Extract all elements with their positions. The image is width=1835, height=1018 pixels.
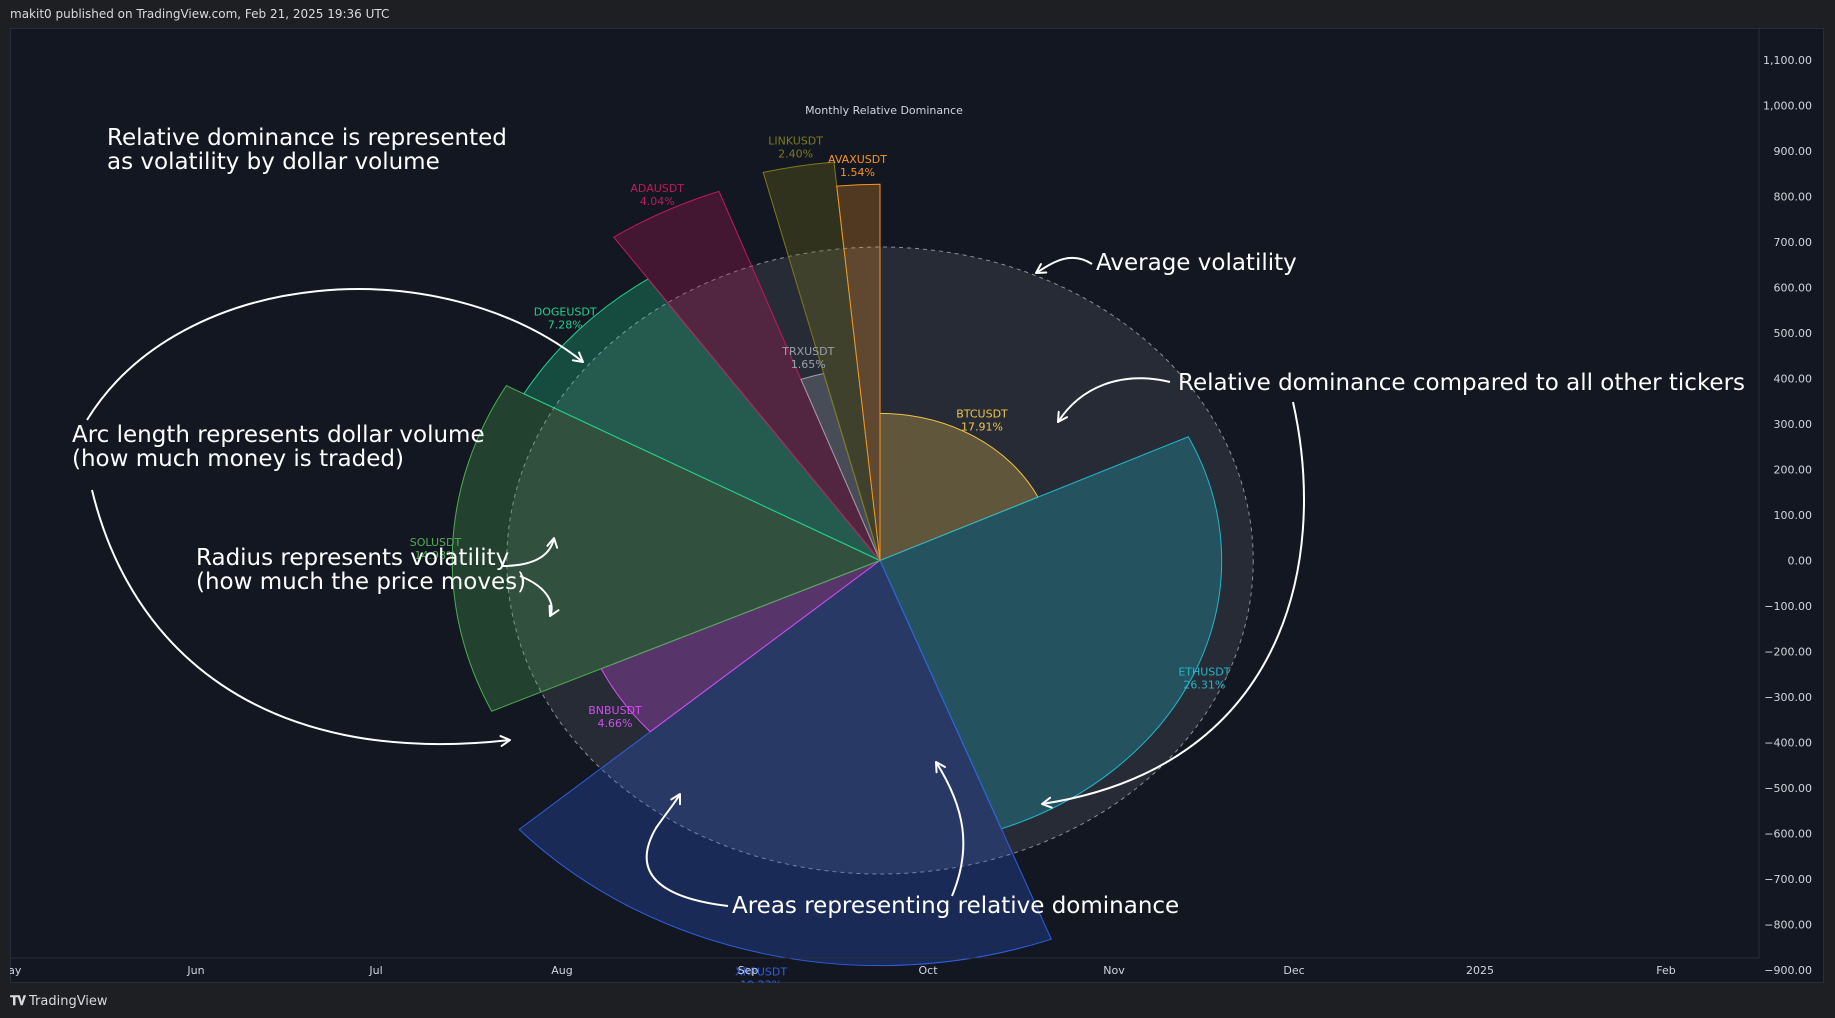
y-tick-label: 900.00 [1774, 145, 1813, 158]
y-tick-label: 800.00 [1774, 191, 1813, 204]
y-tick-label: 0.00 [1788, 555, 1813, 568]
slice-solusdt[interactable] [451, 384, 882, 712]
arrow-compared-to-btc [1057, 377, 1171, 423]
x-tick-label: Sep [738, 964, 759, 977]
slice-label-linkusdt: LINKUSDT [768, 134, 823, 147]
y-tick-label: −200.00 [1764, 646, 1812, 659]
slice-percent-linkusdt: 2.40% [778, 147, 813, 160]
arrow-compared-to-eth [1041, 401, 1305, 809]
slice-percent-avaxusdt: 1.54% [840, 166, 875, 179]
slice-label-dogeusdt: DOGEUSDT [534, 306, 597, 319]
arrow-average-volatility [1035, 256, 1093, 274]
arrow-arc-length-bottom [91, 489, 511, 747]
y-tick-label: −300.00 [1764, 691, 1812, 704]
x-tick-label: Dec [1283, 964, 1304, 977]
y-tick-label: −100.00 [1764, 600, 1812, 613]
brand-label: TradingView [29, 994, 108, 1009]
slice-label-bnbusdt: BNBUSDT [588, 704, 642, 717]
slice-linkusdt[interactable] [762, 161, 881, 561]
x-axis[interactable]: May Jun Jul Aug Sep Oct Nov Dec 2025 Feb [10, 964, 1676, 977]
y-tick-label: −400.00 [1764, 737, 1812, 750]
slice-dogeusdt[interactable] [523, 278, 881, 561]
x-tick-label: Jun [186, 964, 204, 977]
footer-bar: 𝐓𝐕 TradingView [0, 983, 1835, 1018]
publish-info: makit0 published on TradingView.com, Feb… [10, 7, 390, 21]
slice-percent-ethusdt: 26.31% [1183, 678, 1225, 691]
x-tick-label: Aug [551, 964, 572, 977]
y-tick-label: −500.00 [1764, 782, 1812, 795]
tradingview-brand[interactable]: 𝐓𝐕 TradingView [10, 994, 108, 1009]
annotation-radius-line-1: Radius represents volatility [196, 545, 509, 571]
y-tick-label: 200.00 [1774, 464, 1813, 477]
slice-adausdt[interactable] [613, 190, 881, 561]
slice-label-solusdt: SOLUSDT [410, 536, 462, 549]
slice-percent-trxusdt: 1.65% [791, 358, 826, 371]
slice-label-trxusdt: TRXUSDT [781, 345, 834, 358]
arrow-radius-bnb [519, 575, 560, 617]
x-tick-label: 2025 [1466, 964, 1494, 977]
annotation-arc-length-line-2: (how much money is traded) [72, 446, 404, 472]
x-tick-label: Jul [368, 964, 382, 977]
arrow-arc-length-top [86, 288, 584, 421]
slice-xrpusdt[interactable] [518, 559, 1052, 967]
y-tick-label: 100.00 [1774, 509, 1813, 522]
arrow-radius-avg [501, 537, 559, 567]
annotation-areas: Areas representing relative dominance [732, 893, 1179, 919]
slice-percent-adausdt: 4.04% [640, 195, 675, 208]
x-tick-label: Feb [1656, 964, 1675, 977]
chart-title: Monthly Relative Dominance [805, 104, 963, 117]
slice-percent-bnbusdt: 4.66% [598, 717, 633, 730]
arrow-areas-xrp [645, 793, 729, 907]
x-tick-label: Nov [1103, 964, 1125, 977]
x-tick-label: Oct [918, 964, 938, 977]
slice-percent-dogeusdt: 7.28% [548, 319, 583, 332]
annotation-arc-length-line-1: Arc length represents dollar volume [72, 422, 485, 448]
slice-label-avaxusdt: AVAXUSDT [828, 153, 887, 166]
y-tick-label: 1,000.00 [1763, 100, 1812, 113]
publish-info-bar: makit0 published on TradingView.com, Feb… [0, 0, 1835, 28]
y-tick-label: −800.00 [1764, 919, 1812, 932]
y-tick-label: 600.00 [1774, 282, 1813, 295]
slice-percent-solusdt: 14.98% [415, 549, 457, 562]
arrow-areas-eth [935, 761, 965, 897]
y-tick-label: −600.00 [1764, 828, 1812, 841]
y-tick-label: 300.00 [1774, 418, 1813, 431]
slice-percent-btcusdt: 17.91% [961, 421, 1003, 434]
y-tick-label: −900.00 [1764, 964, 1812, 977]
y-tick-label: −700.00 [1764, 873, 1812, 886]
annotation-radius-line-2: (how much the price moves) [196, 569, 526, 595]
y-tick-label: 500.00 [1774, 327, 1813, 340]
annotation-average-volatility: Average volatility [1096, 250, 1297, 276]
slice-label-btcusdt: BTCUSDT [956, 408, 1008, 421]
slice-ethusdt[interactable] [879, 436, 1223, 830]
tradingview-logo-icon: 𝐓𝐕 [10, 994, 26, 1009]
slice-btcusdt[interactable] [879, 412, 1039, 562]
y-tick-label: 400.00 [1774, 373, 1813, 386]
y-tick-label: 700.00 [1774, 236, 1813, 249]
slice-label-adausdt: ADAUSDT [630, 182, 684, 195]
annotation-relative-dominance-line-1: Relative dominance is represented [107, 125, 507, 151]
slice-percent-xrpusdt: 19.23% [740, 978, 782, 983]
y-axis[interactable]: 1,100.00 1,000.00 900.00 800.00 700.00 600.00… [1763, 54, 1812, 977]
y-tick-label: 1,100.00 [1763, 54, 1812, 67]
x-tick-label: May [10, 964, 22, 977]
slice-label-xrpusdt: XRPUSDT [735, 965, 787, 978]
annotation-compared: Relative dominance compared to all other… [1178, 370, 1745, 396]
slice-label-ethusdt: ETHUSDT [1178, 665, 1230, 678]
annotation-relative-dominance-line-2: as volatility by dollar volume [107, 149, 440, 175]
slice-avaxusdt[interactable] [836, 183, 881, 561]
